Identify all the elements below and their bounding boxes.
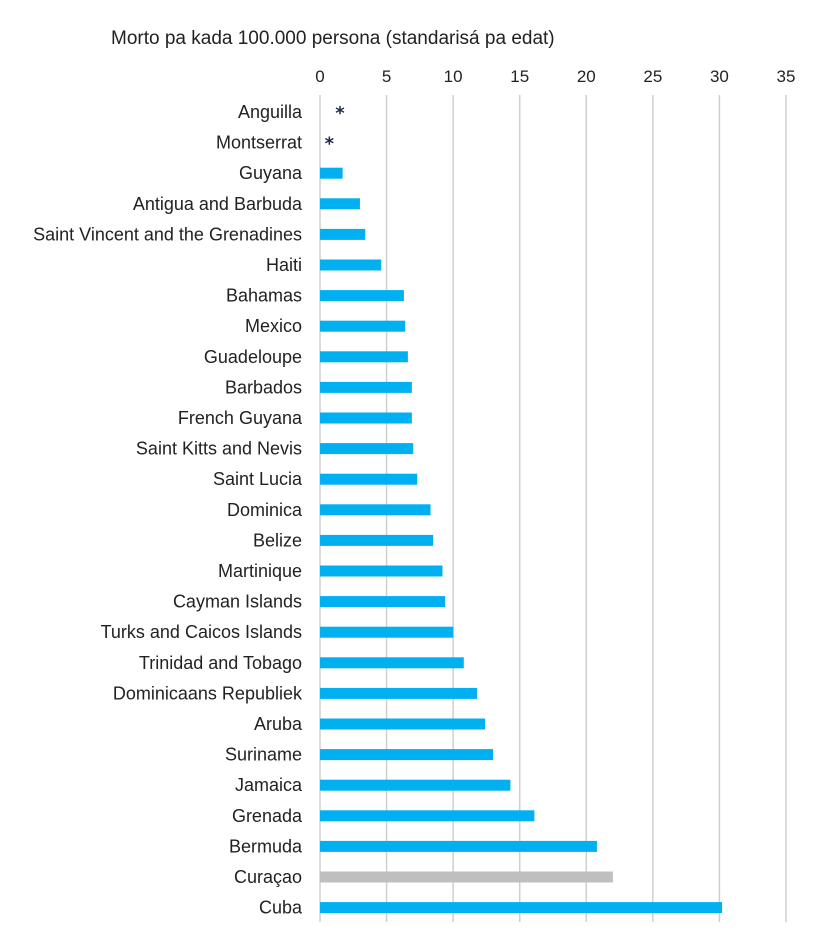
bar (320, 534, 434, 546)
bar (320, 840, 597, 852)
x-tick-label: 0 (315, 67, 324, 86)
bar (320, 810, 535, 822)
x-tick-label: 20 (577, 67, 596, 86)
bar (320, 198, 360, 210)
category-label: Aruba (254, 714, 303, 734)
bar (320, 749, 494, 761)
category-label: Montserrat (216, 133, 302, 153)
x-tick-label: 15 (510, 67, 529, 86)
bar (320, 381, 412, 393)
category-label: Bermuda (229, 836, 303, 856)
bar (320, 320, 406, 332)
category-label: Cayman Islands (173, 592, 302, 612)
chart-title: Morto pa kada 100.000 persona (standaris… (111, 28, 555, 49)
bar (320, 596, 446, 608)
bar (320, 657, 464, 669)
bar-highlighted (320, 871, 613, 883)
bar (320, 565, 443, 577)
category-label: Saint Lucia (213, 469, 303, 489)
category-label: Bahamas (226, 286, 302, 306)
category-label: Mexico (245, 316, 302, 336)
category-label: Belize (253, 530, 302, 550)
bar (320, 902, 723, 914)
category-label: Suriname (225, 745, 302, 765)
x-tick-label: 30 (710, 67, 729, 86)
bar (320, 473, 418, 485)
bar (320, 687, 478, 699)
category-label: Trinidad and Tobago (139, 653, 302, 673)
category-label: Saint Kitts and Nevis (136, 439, 302, 459)
bar (320, 718, 486, 730)
x-tick-label: 10 (444, 67, 463, 86)
category-label: Grenada (232, 806, 303, 826)
category-label: Anguilla (238, 102, 303, 122)
category-label: Haiti (266, 255, 302, 275)
category-label: French Guyana (178, 408, 303, 428)
bar (320, 259, 382, 271)
category-label: Martinique (218, 561, 302, 581)
bar (320, 626, 454, 638)
x-tick-label: 5 (382, 67, 391, 86)
bar (320, 779, 511, 791)
x-tick-label: 25 (643, 67, 662, 86)
category-label: Cuba (259, 898, 303, 918)
x-tick-label: 35 (777, 67, 796, 86)
category-label: Guyana (239, 163, 303, 183)
category-label: Barbados (225, 377, 302, 397)
bar (320, 228, 366, 240)
category-label: Guadeloupe (204, 347, 302, 367)
asterisk-marker: * (325, 134, 335, 155)
category-label: Antigua and Barbuda (133, 194, 303, 214)
category-label: Saint Vincent and the Grenadines (33, 224, 302, 244)
bar (320, 504, 431, 516)
category-label: Turks and Caicos Islands (101, 622, 302, 642)
category-label: Dominicaans Republiek (113, 683, 303, 703)
bar (320, 412, 412, 424)
category-label: Curaçao (234, 867, 302, 887)
bar (320, 351, 408, 363)
bar (320, 167, 343, 179)
bar (320, 290, 404, 302)
category-label: Dominica (227, 500, 303, 520)
category-label: Jamaica (235, 775, 303, 795)
asterisk-marker: * (335, 103, 345, 124)
bar (320, 443, 414, 455)
